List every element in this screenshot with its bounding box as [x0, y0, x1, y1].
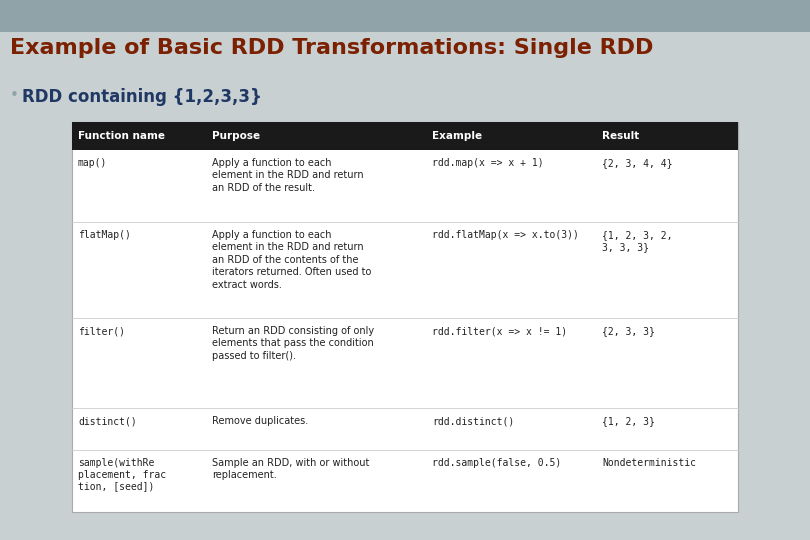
Text: {2, 3, 3}: {2, 3, 3}: [602, 326, 654, 336]
Text: Function name: Function name: [78, 131, 165, 141]
Text: rdd.distinct(): rdd.distinct(): [432, 416, 514, 426]
Text: •: •: [10, 88, 19, 103]
Text: flatMap(): flatMap(): [78, 230, 131, 240]
Text: Nondeterministic: Nondeterministic: [602, 458, 696, 468]
Text: rdd.filter(x => x != 1): rdd.filter(x => x != 1): [432, 326, 567, 336]
Text: distinct(): distinct(): [78, 416, 137, 426]
Text: {1, 2, 3}: {1, 2, 3}: [602, 416, 654, 426]
Text: rdd.sample(false, 0.5): rdd.sample(false, 0.5): [432, 458, 561, 468]
Bar: [72, 122, 738, 512]
Text: Return an RDD consisting of only
elements that pass the condition
passed to filt: Return an RDD consisting of only element…: [212, 326, 374, 361]
Text: Sample an RDD, with or without
replacement.: Sample an RDD, with or without replaceme…: [212, 458, 369, 481]
Text: sample(withRe
placement, frac
tion, [seed]): sample(withRe placement, frac tion, [see…: [78, 458, 166, 491]
Text: map(): map(): [78, 158, 108, 168]
Text: RDD containing {1,2,3,3}: RDD containing {1,2,3,3}: [22, 88, 262, 106]
Text: Remove duplicates.: Remove duplicates.: [212, 416, 309, 426]
Text: {1, 2, 3, 2,
3, 3, 3}: {1, 2, 3, 2, 3, 3, 3}: [602, 230, 672, 252]
Text: Apply a function to each
element in the RDD and return
an RDD of the contents of: Apply a function to each element in the …: [212, 230, 371, 289]
Text: Example of Basic RDD Transformations: Single RDD: Example of Basic RDD Transformations: Si…: [10, 38, 654, 58]
Bar: [0, 0, 810, 32]
Text: rdd.flatMap(x => x.to(3)): rdd.flatMap(x => x.to(3)): [432, 230, 579, 240]
Text: Example: Example: [432, 131, 482, 141]
Text: {2, 3, 4, 4}: {2, 3, 4, 4}: [602, 158, 672, 168]
Bar: [72, 122, 738, 150]
Text: filter(): filter(): [78, 326, 125, 336]
Text: Apply a function to each
element in the RDD and return
an RDD of the result.: Apply a function to each element in the …: [212, 158, 364, 193]
Text: rdd.map(x => x + 1): rdd.map(x => x + 1): [432, 158, 544, 168]
Text: Purpose: Purpose: [212, 131, 260, 141]
Text: Result: Result: [602, 131, 639, 141]
